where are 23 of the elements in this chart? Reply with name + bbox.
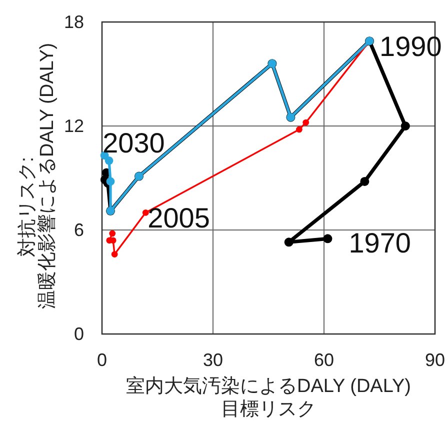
y-tick-label: 12 bbox=[64, 116, 84, 136]
annotation: 1970 bbox=[348, 228, 411, 259]
x-tick-label: 90 bbox=[424, 350, 446, 370]
point bbox=[360, 176, 370, 186]
point bbox=[284, 238, 294, 247]
point bbox=[296, 126, 302, 133]
point bbox=[109, 230, 116, 237]
annotation: 2030 bbox=[102, 127, 165, 158]
x-axis-title: 室内大気汚染によるDALY (DALY) 目標リスク bbox=[126, 374, 412, 420]
y-tick-label: 18 bbox=[64, 12, 84, 32]
point bbox=[142, 209, 149, 216]
point bbox=[106, 177, 115, 186]
point bbox=[111, 251, 118, 258]
point bbox=[323, 234, 332, 244]
y-tick-label: 6 bbox=[74, 220, 84, 240]
y-tick-label: 0 bbox=[74, 324, 84, 344]
point bbox=[302, 119, 310, 126]
x-tick-label: 60 bbox=[314, 350, 334, 370]
x-tick-label: 0 bbox=[96, 350, 108, 370]
annotation: 2005 bbox=[148, 202, 210, 234]
x-tick-label: 30 bbox=[202, 350, 224, 370]
point bbox=[400, 122, 410, 130]
y-axis-title: 対抗リスク: 温暖化影響によるDALY (DALY) bbox=[16, 42, 58, 310]
